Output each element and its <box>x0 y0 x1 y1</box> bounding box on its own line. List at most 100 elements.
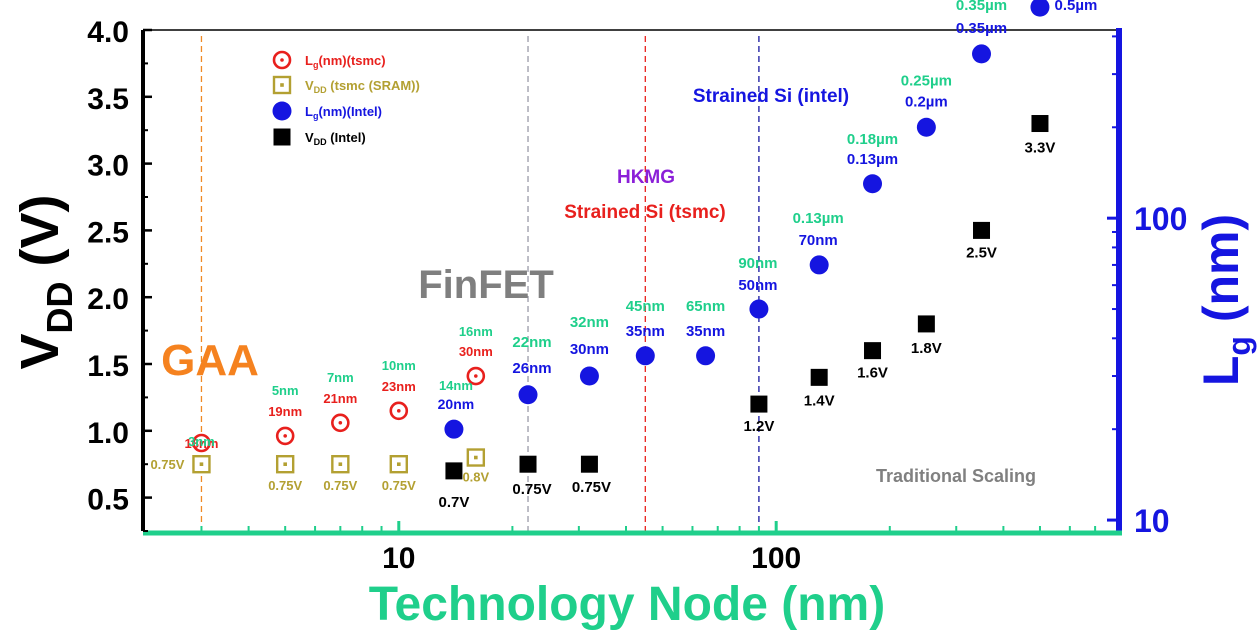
data-label: 0.75V <box>382 478 416 493</box>
data-point <box>579 366 599 386</box>
data-point <box>810 368 828 386</box>
x-axis-title: Technology Node (nm) <box>369 578 885 631</box>
data-point <box>809 255 829 275</box>
ring-dot <box>283 434 287 438</box>
ring-dot <box>280 58 284 62</box>
data-point <box>275 455 295 474</box>
square-dot <box>474 455 478 460</box>
data-label: 5nm <box>272 383 299 398</box>
data-label: 65nm <box>686 298 725 315</box>
y-left-axis-title: VDD (V) <box>10 194 80 369</box>
data-label: 0.75V <box>268 478 302 493</box>
y-right-tick-label: 10 <box>1134 503 1170 539</box>
data-point <box>696 346 716 366</box>
data-label: 0.75V <box>572 479 611 496</box>
data-label: 26nm <box>512 360 551 377</box>
data-point <box>518 385 538 405</box>
data-point <box>863 174 883 194</box>
data-label: 50nm <box>738 277 777 294</box>
data-label: 0.13µm <box>793 210 844 227</box>
data-label: 35nm <box>626 323 665 340</box>
data-label: 1.8V <box>911 340 942 357</box>
series-vdd-tsmc-sram: 3nm 0.75V 0.75V 0.75V 0.75V 0.8V <box>150 434 489 493</box>
legend-item-1: VDD (tsmc (SRAM)) <box>272 75 420 95</box>
square-dot <box>283 462 287 466</box>
ring-dot <box>474 374 478 378</box>
data-point <box>519 455 537 473</box>
data-point <box>749 299 769 319</box>
data-point <box>972 44 992 64</box>
legend: Lg(nm)(tsmc) VDD (tsmc (SRAM)) Lg(nm)(Inte… <box>272 50 420 147</box>
data-label: 0.2µm <box>905 93 948 110</box>
data-point <box>389 455 408 474</box>
data-label: 14nm <box>439 378 473 393</box>
data-label: 70nm <box>799 232 838 249</box>
data-label: 16nm <box>459 324 493 339</box>
data-label: 20nm <box>438 396 475 412</box>
data-label: 18nm <box>184 436 218 451</box>
legend-label: Lg(nm)(tsmc) <box>305 53 386 70</box>
legend-label: Lg(nm)(Intel) <box>305 104 382 121</box>
data-label: 0.7V <box>439 494 470 511</box>
data-label: 0.75V <box>150 457 184 472</box>
x-tick-label: 100 <box>751 542 801 575</box>
data-point <box>635 346 655 366</box>
data-label: 0.25µm <box>901 72 952 89</box>
data-label: 3nm <box>188 434 215 449</box>
annotation-strained-si-intel: Strained Si (intel) <box>693 86 849 107</box>
annotation-layer: GAA FinFET HKMG Strained Si (tsmc) Strained … <box>161 86 1036 486</box>
data-label: 1.6V <box>857 365 888 382</box>
legend-marker <box>273 128 291 146</box>
square-dot <box>396 462 401 466</box>
data-label: 0.35µm <box>956 20 1007 37</box>
square-dot <box>338 462 343 466</box>
data-point <box>1030 0 1050 17</box>
y-left-tick-label: 2.5 <box>87 216 129 249</box>
y-left-tick-label: 1.5 <box>87 350 129 383</box>
data-point <box>192 433 211 453</box>
ring-dot <box>338 420 343 425</box>
data-label: 30nm <box>459 344 493 359</box>
y-right-axis-title: Lg (nm) <box>1193 214 1257 386</box>
data-point <box>444 419 464 439</box>
annotation-strained-si-tsmc: Strained Si (tsmc) <box>564 202 726 223</box>
data-point <box>466 366 486 386</box>
legend-label: VDD (tsmc (SRAM)) <box>305 78 420 95</box>
data-label: 30nm <box>570 341 609 358</box>
data-label: 0.18µm <box>847 131 898 148</box>
square-dot <box>199 462 204 466</box>
data-point <box>973 221 991 239</box>
data-point <box>916 117 936 137</box>
y-left-tick-label: 0.5 <box>87 484 129 517</box>
data-label: 45nm <box>626 298 665 315</box>
data-label: 32nm <box>570 314 609 331</box>
data-point <box>389 401 409 421</box>
data-label: 23nm <box>382 379 416 394</box>
marks-layer: 18nm 5nm 19nm 7nm 21nm 10nm 23nm 16nm 30nm 3nm 0.7… <box>150 0 1097 511</box>
legend-item-0: Lg(nm)(tsmc) <box>272 50 386 70</box>
data-point <box>750 395 768 413</box>
annotation-hkmg: HKMG <box>617 167 675 188</box>
data-label: 0.13µm <box>847 151 898 168</box>
data-point <box>580 455 598 473</box>
data-point <box>331 413 350 433</box>
y-right-tick-label: 100 <box>1134 201 1187 237</box>
y-left-tick-label: 3.0 <box>87 150 129 183</box>
data-label: 35nm <box>686 323 725 340</box>
data-point <box>192 455 211 474</box>
data-label: 0.35µm <box>956 0 1007 14</box>
data-point <box>275 426 295 446</box>
data-label: 22nm <box>512 334 551 351</box>
data-label: 2.5V <box>966 244 997 261</box>
legend-label: VDD (Intel) <box>305 130 366 147</box>
data-label: 0.75V <box>512 481 551 498</box>
data-point <box>331 455 350 474</box>
ring-dot <box>199 441 204 445</box>
data-label: 10nm <box>382 358 416 373</box>
annotation-traditional-scaling: Traditional Scaling <box>876 466 1036 486</box>
y-left-tick-label: 4.0 <box>87 16 129 49</box>
y-left-tick-label: 2.0 <box>87 283 129 316</box>
data-point <box>466 448 486 467</box>
